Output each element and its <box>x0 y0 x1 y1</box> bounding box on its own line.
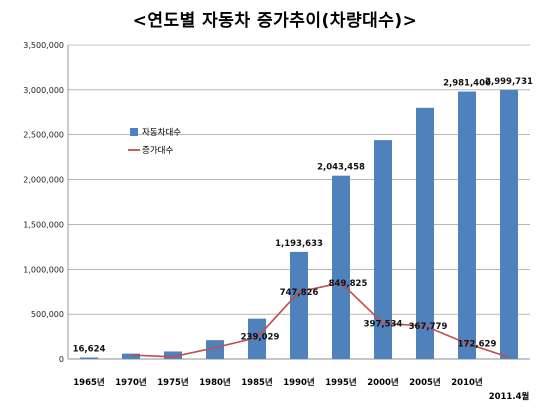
legend-swatch-bar <box>130 128 138 136</box>
chart-title: <연도별 자동차 증가추이(차량대수)> <box>132 11 418 31</box>
x-tick-label: 1985년 <box>241 377 273 388</box>
x-tick-label: 2000년 <box>367 377 399 388</box>
x-tick-label: 1970년 <box>115 377 147 388</box>
y-tick-label: 1,000,000 <box>23 265 64 274</box>
bar <box>290 251 308 359</box>
x-tick-label: 1965년 <box>73 377 105 388</box>
x-tick-label: 1995년 <box>325 377 357 388</box>
x-tick-label: 2011.4월 <box>489 391 530 402</box>
bar <box>122 353 140 359</box>
legend-label: 자동차대수 <box>142 128 181 138</box>
line-data-label: 849,825 <box>329 279 368 289</box>
line-data-label: 172,629 <box>458 340 497 350</box>
bar <box>374 140 392 359</box>
line-data-label: 397,534 <box>364 319 403 329</box>
y-tick-label: 1,500,000 <box>23 220 64 229</box>
bar-data-label: 1,193,633 <box>275 239 323 249</box>
bar <box>80 357 98 359</box>
x-tick-label: 1980년 <box>199 377 231 388</box>
x-tick-label: 2005년 <box>409 377 441 388</box>
y-tick-label: 2,000,000 <box>23 176 64 185</box>
x-tick-label: 1975년 <box>157 377 189 388</box>
bar <box>248 318 266 359</box>
bar <box>416 107 434 359</box>
line-data-label: 239,029 <box>241 333 280 343</box>
bar <box>164 351 182 359</box>
y-tick-label: 0 <box>59 355 64 364</box>
x-tick-label: 1990년 <box>283 377 315 388</box>
bar <box>500 89 518 359</box>
y-tick-label: 2,500,000 <box>23 131 64 140</box>
bar <box>458 91 476 360</box>
bar-data-label: 2,999,731 <box>485 77 533 87</box>
line-data-label: 367,779 <box>409 322 448 332</box>
bar <box>332 175 350 359</box>
x-tick-label: 2010년 <box>451 377 483 388</box>
legend-label: 증가대수 <box>142 146 173 156</box>
y-tick-label: 3,000,000 <box>23 86 64 95</box>
line-data-label: 747,826 <box>280 288 319 298</box>
line-series <box>130 281 510 359</box>
y-tick-label: 3,500,000 <box>23 41 64 50</box>
bar-data-label: 16,624 <box>73 345 106 355</box>
bar-data-label: 2,043,458 <box>317 163 365 173</box>
y-tick-label: 500,000 <box>31 310 64 319</box>
bar <box>206 340 224 359</box>
bar-data-label: 2,981,400 <box>443 79 491 89</box>
